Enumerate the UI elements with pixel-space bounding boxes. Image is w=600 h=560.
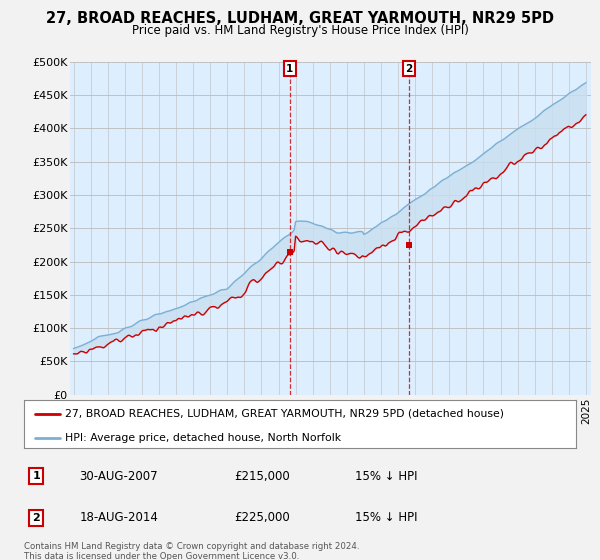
- Text: 2: 2: [405, 64, 412, 73]
- Text: £225,000: £225,000: [234, 511, 290, 524]
- Text: 18-AUG-2014: 18-AUG-2014: [79, 511, 158, 524]
- Text: 27, BROAD REACHES, LUDHAM, GREAT YARMOUTH, NR29 5PD: 27, BROAD REACHES, LUDHAM, GREAT YARMOUT…: [46, 11, 554, 26]
- Text: £215,000: £215,000: [234, 470, 290, 483]
- Text: 30-AUG-2007: 30-AUG-2007: [79, 470, 158, 483]
- Text: 1: 1: [32, 472, 40, 481]
- Text: Price paid vs. HM Land Registry's House Price Index (HPI): Price paid vs. HM Land Registry's House …: [131, 24, 469, 36]
- Text: 1: 1: [286, 64, 293, 73]
- Text: 2: 2: [32, 513, 40, 522]
- Text: 27, BROAD REACHES, LUDHAM, GREAT YARMOUTH, NR29 5PD (detached house): 27, BROAD REACHES, LUDHAM, GREAT YARMOUT…: [65, 409, 505, 419]
- Text: Contains HM Land Registry data © Crown copyright and database right 2024.
This d: Contains HM Land Registry data © Crown c…: [24, 542, 359, 560]
- Text: 15% ↓ HPI: 15% ↓ HPI: [355, 470, 418, 483]
- Text: HPI: Average price, detached house, North Norfolk: HPI: Average price, detached house, Nort…: [65, 432, 341, 442]
- Text: 15% ↓ HPI: 15% ↓ HPI: [355, 511, 418, 524]
